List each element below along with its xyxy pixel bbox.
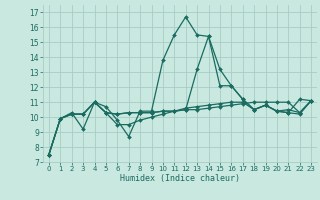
X-axis label: Humidex (Indice chaleur): Humidex (Indice chaleur) — [120, 174, 240, 183]
